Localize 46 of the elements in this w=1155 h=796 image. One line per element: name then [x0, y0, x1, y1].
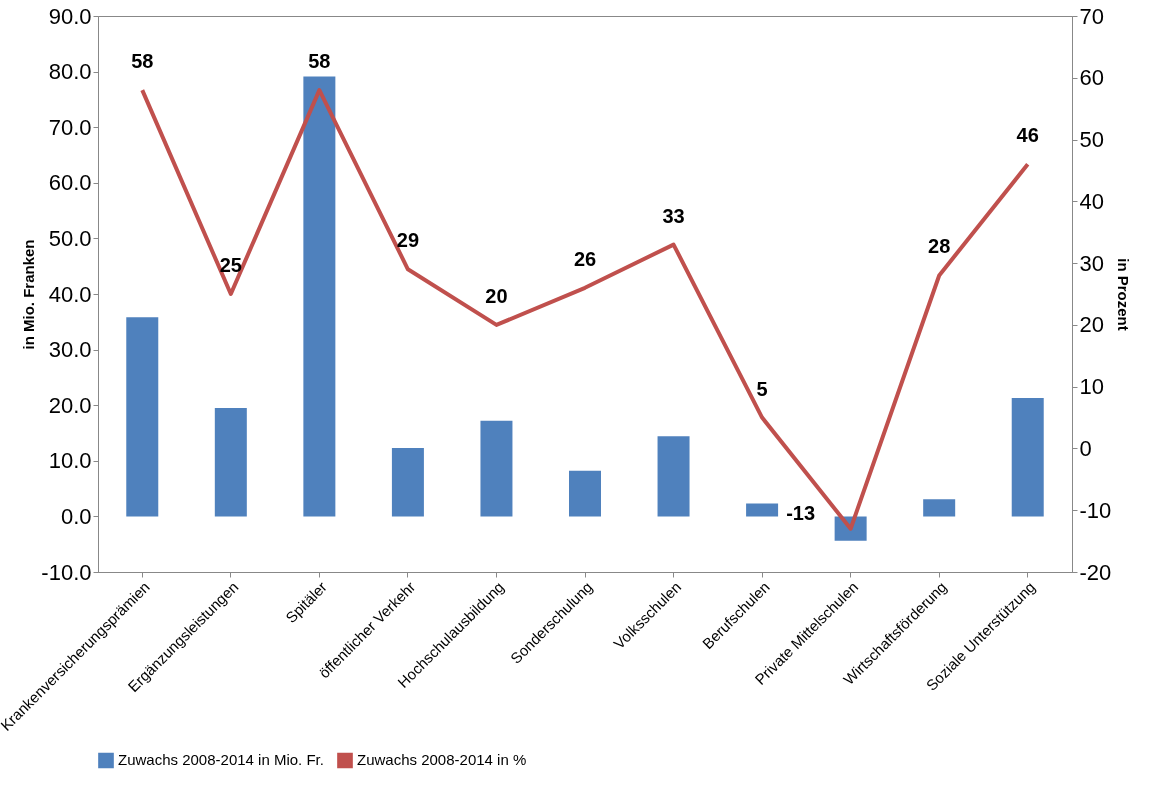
data-label: 33 — [662, 204, 685, 227]
bar — [480, 420, 513, 517]
y2-axis-title: in Prozent — [1115, 258, 1133, 331]
legend-label: Zuwachs 2008-2014 in % — [357, 751, 527, 769]
y2-tick-label: 70 — [1079, 3, 1104, 29]
y-tick-label: 60.0 — [48, 170, 92, 196]
data-label: 46 — [1016, 124, 1039, 147]
bar — [214, 407, 247, 517]
data-label: 58 — [131, 50, 154, 73]
y2-tick-label: 0 — [1079, 435, 1092, 461]
y2-tick-label: 50 — [1079, 127, 1104, 153]
data-label: 58 — [308, 50, 331, 73]
y2-tick-label: 30 — [1079, 250, 1104, 276]
y2-tick-label: 40 — [1079, 188, 1104, 214]
bar — [1011, 397, 1044, 517]
bar — [657, 436, 690, 517]
y2-tick-label: 60 — [1079, 65, 1104, 91]
bar — [746, 503, 779, 517]
y-tick-label: 90.0 — [48, 3, 92, 29]
bar — [391, 448, 424, 517]
y-tick-label: -10.0 — [41, 559, 92, 585]
bar — [303, 76, 336, 517]
y2-tick-label: -20 — [1079, 559, 1112, 585]
y-tick-label: 80.0 — [48, 59, 92, 85]
data-label: 5 — [756, 377, 768, 400]
data-label: 25 — [219, 254, 242, 276]
data-label: 28 — [928, 235, 951, 258]
y-tick-label: 40.0 — [48, 281, 92, 307]
y-tick-label: 50.0 — [48, 225, 92, 251]
legend-label: Zuwachs 2008-2014 in Mio. Fr. — [118, 751, 324, 769]
y-axis-title: in Mio. Franken — [20, 239, 38, 350]
data-label: -13 — [786, 501, 816, 524]
y-tick-label: 0.0 — [60, 503, 92, 529]
y2-tick-label: 20 — [1079, 312, 1104, 338]
data-label: 29 — [396, 229, 420, 252]
y2-tick-label: -10 — [1079, 497, 1112, 523]
bar — [923, 499, 956, 517]
y-tick-label: 30.0 — [48, 337, 92, 363]
data-label: 26 — [573, 247, 597, 270]
data-label: 20 — [485, 284, 508, 307]
y-tick-label: 20.0 — [48, 392, 92, 418]
y-tick-label: 10.0 — [48, 448, 92, 474]
y-tick-label: 70.0 — [48, 114, 92, 140]
bar — [569, 470, 601, 517]
y2-tick-label: 10 — [1079, 374, 1104, 400]
bar — [126, 317, 159, 517]
